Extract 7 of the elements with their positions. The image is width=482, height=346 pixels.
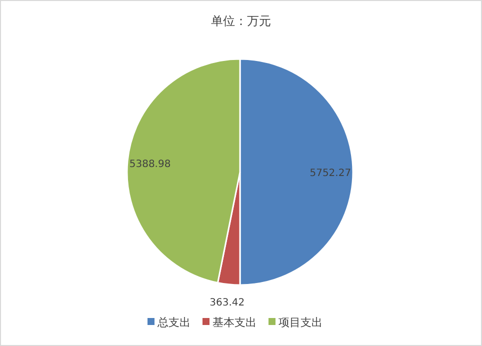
data-label: 5388.98 [129, 159, 171, 170]
legend-label: 基本支出 [212, 316, 256, 329]
legend-label: 项目支出 [278, 316, 322, 329]
legend-label: 总支出 [156, 316, 190, 329]
data-label: 363.42 [210, 297, 245, 308]
chart-title: 单位：万元 [211, 14, 271, 28]
data-label: 5752.27 [310, 168, 352, 179]
